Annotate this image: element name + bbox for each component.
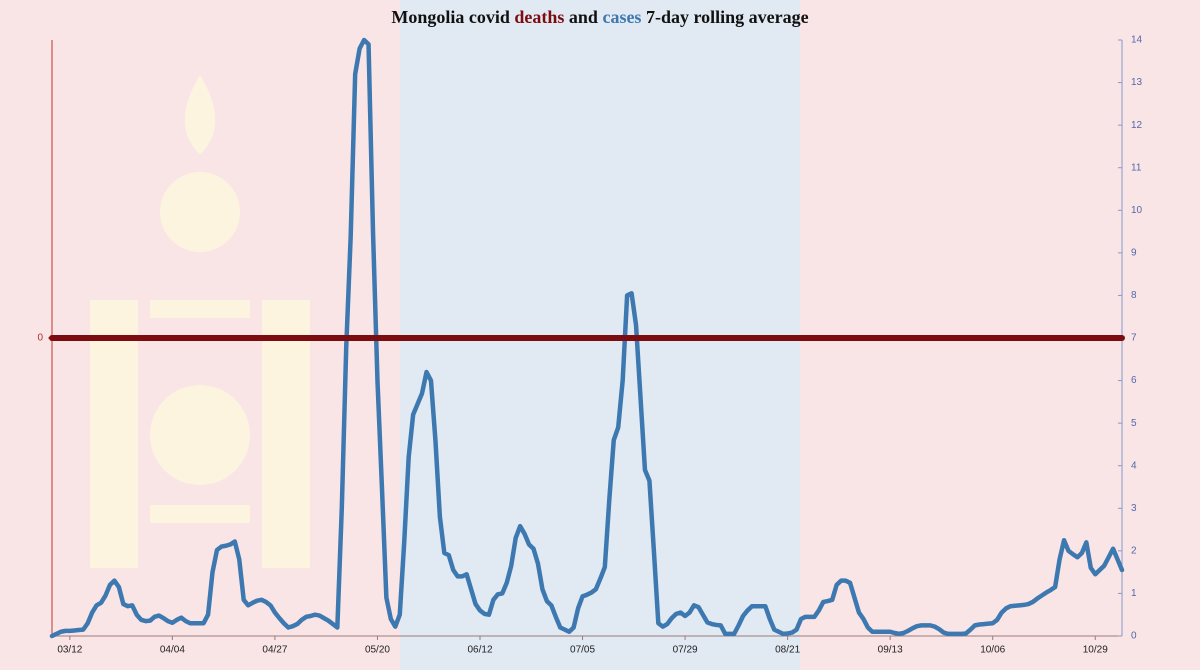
- title-part: and: [569, 7, 598, 27]
- title-part: 7-day rolling average: [646, 7, 809, 27]
- x-tick-label: 03/12: [57, 645, 82, 656]
- x-tick-label: 06/12: [467, 645, 492, 656]
- title-part: Mongolia covid: [391, 7, 510, 27]
- y2-tick-label: 6: [1131, 375, 1137, 386]
- x-tick-label: 04/27: [262, 645, 287, 656]
- emblem-yin-yang: [150, 385, 250, 485]
- x-tick-label: 04/04: [160, 645, 185, 656]
- y2-tick-label: 3: [1131, 503, 1137, 514]
- x-tick-label: 05/20: [365, 645, 390, 656]
- y2-tick-label: 13: [1131, 77, 1143, 88]
- series-line: [49, 37, 1125, 639]
- y2-tick-label: 12: [1131, 120, 1143, 131]
- x-tick-label: 10/29: [1083, 645, 1108, 656]
- x-tick-label: 07/05: [570, 645, 595, 656]
- x-tick-label: 09/13: [878, 645, 903, 656]
- chart-title: Mongolia covid deaths and cases 7-day ro…: [391, 7, 808, 27]
- emblem-stripe: [150, 505, 250, 523]
- y2-tick-label: 7: [1131, 333, 1137, 344]
- y2-tick-label: 9: [1131, 247, 1137, 258]
- emblem-bar: [262, 300, 310, 568]
- emblem-flame: [184, 75, 216, 155]
- y2-tick-label: 2: [1131, 545, 1137, 556]
- y2-tick-label: 14: [1131, 35, 1143, 46]
- y-tick-label: 0: [37, 333, 43, 344]
- title-series-name: cases: [602, 7, 641, 27]
- y2-tick-label: 1: [1131, 588, 1137, 599]
- emblem-stripe: [150, 300, 250, 318]
- y2-tick-label: 8: [1131, 290, 1137, 301]
- x-tick-label: 08/21: [775, 645, 800, 656]
- x-tick-label: 07/29: [673, 645, 698, 656]
- emblem-bar: [90, 300, 138, 568]
- emblem: [90, 75, 310, 568]
- y2-tick-label: 10: [1131, 205, 1143, 216]
- y2-tick-label: 0: [1131, 631, 1137, 642]
- emblem-sun: [160, 172, 240, 252]
- y2-tick-label: 5: [1131, 418, 1137, 429]
- title-series-name: deaths: [514, 7, 564, 27]
- x-tick-label: 10/06: [980, 645, 1005, 656]
- y2-tick-label: 4: [1131, 460, 1137, 471]
- y2-tick-label: 11: [1131, 162, 1142, 173]
